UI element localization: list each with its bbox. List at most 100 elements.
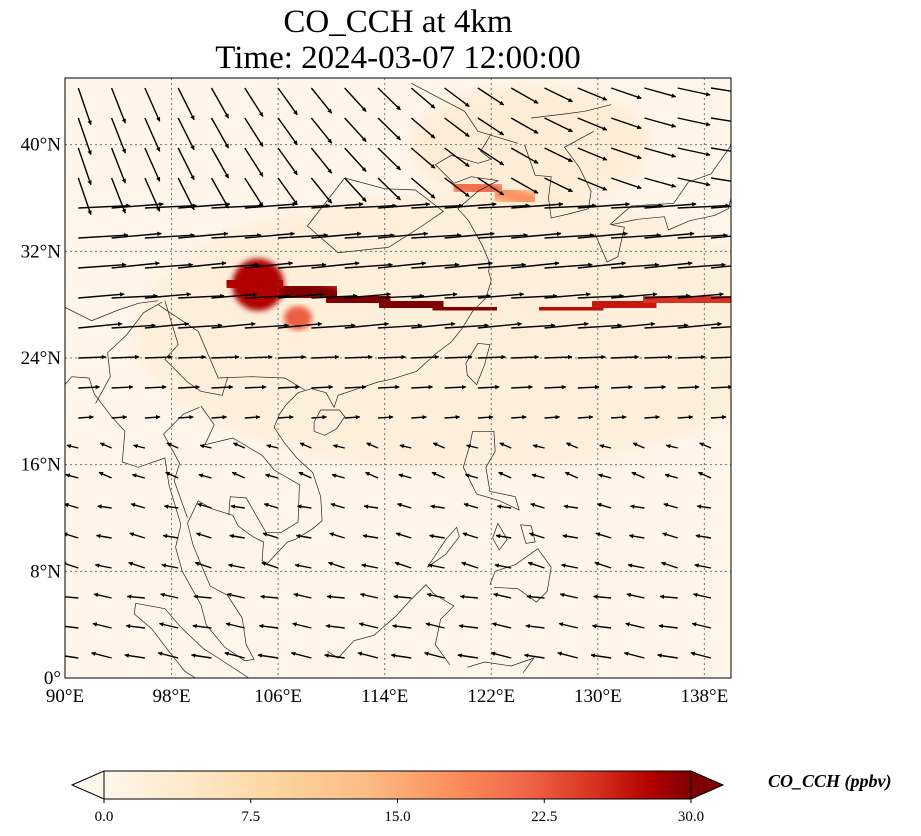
wind-vector-arrow (477, 321, 523, 329)
wind-vector-arrow (444, 117, 470, 138)
lat-tick-label: 40°N (21, 135, 62, 156)
wind-vector-arrow (278, 292, 325, 299)
wind-vector-arrow (610, 177, 642, 190)
wind-vector-arrow (111, 384, 134, 390)
wind-vector-arrow (277, 177, 298, 206)
wind-vector-arrow (628, 533, 645, 539)
colorbar-body (103, 770, 692, 800)
map-area (65, 78, 731, 678)
wind-vector-arrow (110, 147, 126, 184)
wind-vector-arrow (244, 202, 297, 209)
wind-vector-arrow (677, 321, 722, 329)
wind-vector-arrow (596, 502, 612, 509)
wind-vector-arrow (531, 473, 545, 479)
wind-vector-arrow (544, 147, 573, 163)
wind-vector-arrow (129, 532, 146, 539)
wind-vector-arrow (293, 592, 312, 599)
coastline-segment (65, 300, 159, 322)
wind-vector-arrow (611, 414, 627, 420)
lat-tick-label: 24°N (21, 348, 62, 369)
wind-vector-arrow (244, 354, 273, 360)
wind-vector-arrow (77, 117, 92, 156)
wind-vector-arrow (444, 384, 467, 390)
wind-vector-arrow (110, 87, 126, 124)
wind-vector-arrow (544, 233, 595, 239)
wind-vector-arrow (710, 205, 731, 209)
wind-vector-arrow (544, 414, 561, 420)
wind-vector-arrow (211, 354, 240, 360)
wind-vector-arrow (695, 533, 712, 539)
wind-vector-arrow (477, 414, 494, 420)
wind-vector-arrow (632, 442, 645, 449)
coastline-segment (492, 523, 508, 551)
wind-vector-arrow (490, 651, 512, 659)
wind-vector-arrow (444, 261, 493, 269)
wind-vector-arrow (563, 504, 578, 509)
wind-vector-arrow (599, 444, 612, 449)
main-plume-blob (284, 306, 313, 330)
wind-vector-arrow (91, 651, 112, 659)
wind-vector-arrow (457, 653, 479, 659)
wind-vector-arrow (528, 532, 545, 539)
wind-vector-arrow (124, 653, 146, 659)
wind-vector-arrow (411, 354, 440, 360)
wind-vector-arrow (426, 592, 445, 599)
wind-vector-arrow (278, 354, 307, 360)
wind-vector-arrow (411, 233, 462, 239)
wind-vector-arrow (677, 87, 711, 97)
wind-vector-arrow (398, 473, 412, 479)
wind-vector-arrow (326, 594, 345, 599)
wind-vector-arrow (344, 414, 361, 420)
colorbar-tick-label: 0.0 (95, 809, 114, 825)
wind-vector-arrow (593, 594, 612, 599)
wind-vector-arrow (677, 233, 728, 239)
wind-vector-arrow (178, 231, 229, 239)
wind-vector-arrow (611, 384, 633, 390)
coastline-segment (307, 177, 444, 254)
wind-vector-arrow (77, 147, 92, 186)
wind-vector-arrow (232, 442, 246, 449)
wind-vector-arrow (126, 594, 145, 599)
wind-vector-arrow (344, 147, 367, 172)
wind-vector-arrow (65, 502, 79, 509)
wind-vector-arrow (532, 444, 545, 449)
wind-vector-arrow (429, 533, 445, 539)
wind-vector-arrow (111, 293, 158, 299)
wind-vector-arrow (692, 592, 712, 599)
wind-vector-arrow (626, 592, 645, 599)
wind-vector-arrow (362, 533, 379, 539)
wind-vector-arrow (311, 231, 362, 239)
wind-vector-arrow (658, 623, 678, 629)
coastline-segment (411, 82, 519, 144)
wind-vector-arrow (211, 262, 260, 269)
wind-vector-arrow (65, 532, 79, 539)
wind-vector-arrow (78, 414, 94, 420)
wind-vector-arrow (477, 117, 505, 136)
wind-vector-arrow (111, 414, 128, 420)
title-line-1: CO_CCH at 4km (283, 4, 513, 40)
wind-vector-arrow (677, 354, 706, 360)
wind-vector-arrow (444, 231, 495, 239)
wind-vector-arrow (99, 442, 112, 449)
wind-vector-arrow (710, 356, 731, 359)
wind-vector-arrow (577, 293, 625, 299)
wind-vector-arrow (510, 87, 539, 104)
wind-vector-arrow (411, 321, 456, 329)
wind-vector-arrow (278, 233, 329, 239)
wind-vector-arrow (691, 622, 712, 629)
wind-vector-arrow (377, 414, 394, 420)
wind-vector-arrow (177, 147, 195, 181)
wind-vector-arrow (178, 414, 194, 420)
wind-vector-arrow (644, 323, 689, 329)
wind-vector-arrow (78, 233, 129, 239)
wind-vector-arrow (178, 293, 225, 299)
wind-vector-arrow (710, 147, 731, 152)
wind-vector-arrow (211, 292, 258, 299)
wind-vector-arrow (361, 563, 379, 569)
wind-vector-arrow (66, 444, 79, 449)
axis-ticks: 90°E 98°E 106°E 114°E 122°E 130°E 138°E 0° 8°N 16… (21, 135, 729, 707)
wind-vector-arrow (462, 532, 479, 539)
wind-vector-arrow (494, 563, 512, 569)
wind-vector-arrow (161, 563, 179, 569)
wind-vector-arrow (527, 561, 545, 569)
